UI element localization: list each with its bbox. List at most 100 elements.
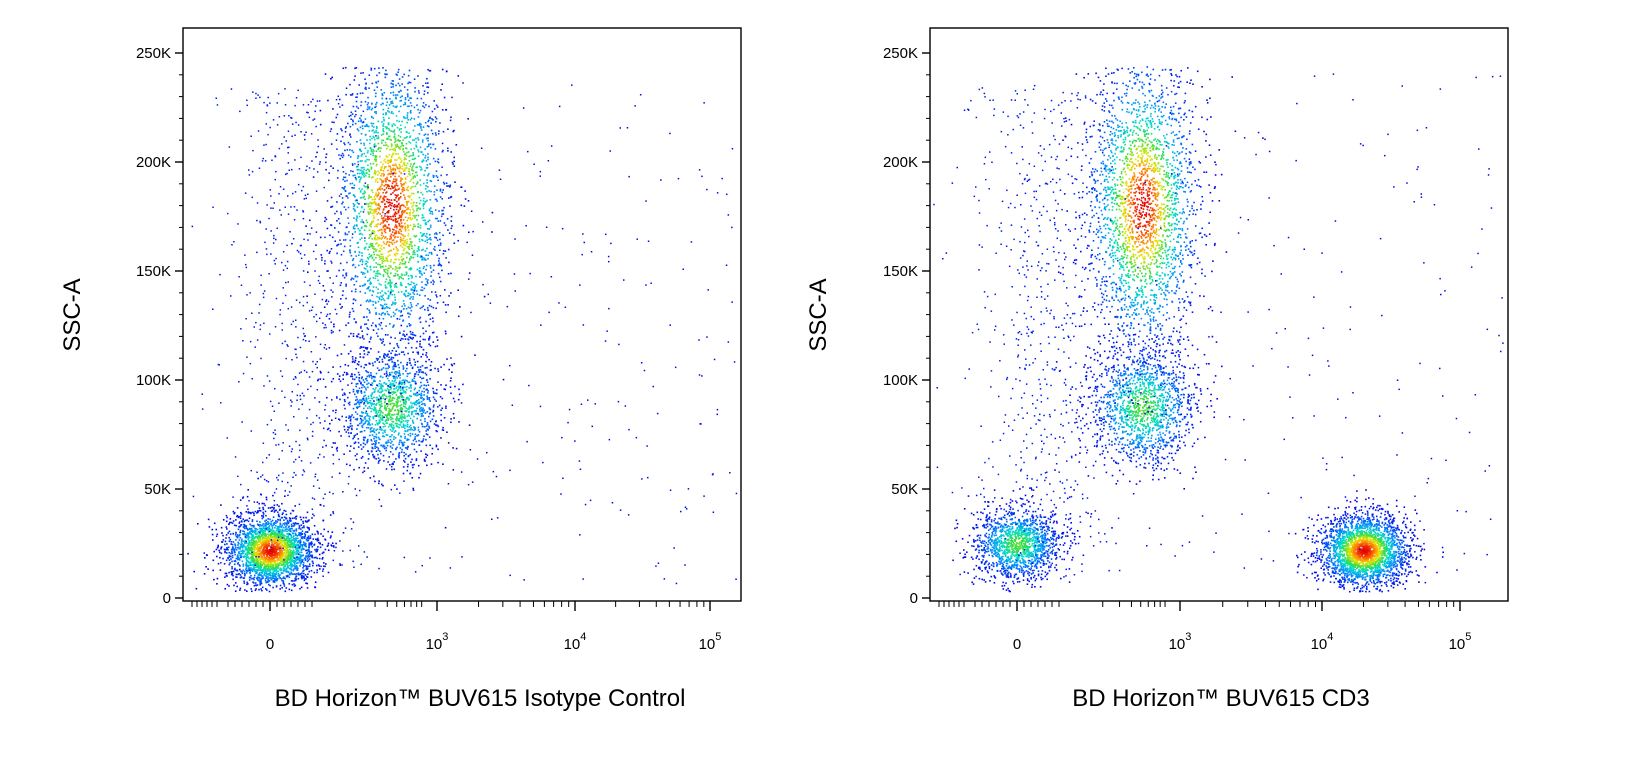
scatter-point xyxy=(340,381,342,383)
scatter-point xyxy=(368,398,370,400)
scatter-point xyxy=(310,555,312,557)
scatter-point xyxy=(356,377,358,379)
scatter-point xyxy=(372,382,374,384)
scatter-point xyxy=(381,391,383,393)
scatter-point xyxy=(387,434,389,436)
scatter-point xyxy=(372,83,374,85)
scatter-point xyxy=(392,444,394,446)
scatter-point xyxy=(272,544,274,546)
scatter-point xyxy=(390,424,392,426)
scatter-point xyxy=(357,169,359,171)
scatter-point xyxy=(351,425,353,427)
scatter-point xyxy=(374,432,376,434)
scatter-point xyxy=(263,552,265,554)
scatter-point xyxy=(371,378,373,380)
scatter-point xyxy=(383,460,385,462)
scatter-point xyxy=(413,380,415,382)
scatter-point xyxy=(229,541,231,543)
scatter-point xyxy=(435,209,437,211)
scatter-point xyxy=(391,111,393,113)
scatter-point xyxy=(387,146,389,148)
scatter-point xyxy=(393,461,395,463)
scatter-point xyxy=(369,406,371,408)
scatter-point xyxy=(364,417,366,419)
scatter-point xyxy=(397,377,399,379)
scatter-point xyxy=(342,378,344,380)
scatter-point xyxy=(387,110,389,112)
scatter-point xyxy=(254,544,256,546)
scatter-point xyxy=(289,589,291,591)
scatter-point xyxy=(397,194,399,196)
scatter-point xyxy=(225,541,227,543)
scatter-point xyxy=(365,370,367,372)
scatter-point xyxy=(389,323,391,325)
scatter-point xyxy=(416,290,418,292)
scatter-point xyxy=(316,210,318,212)
scatter-point xyxy=(285,526,287,528)
scatter-point xyxy=(372,423,374,425)
scatter-point xyxy=(391,157,393,159)
scatter-point xyxy=(364,248,366,250)
scatter-point xyxy=(430,409,432,411)
plot-panel-isotype: 050K100K150K200K250K 0 103 104 105 SSC-A BD… xyxy=(59,28,741,712)
scatter-point xyxy=(378,401,380,403)
scatter-point xyxy=(397,127,399,129)
scatter-point xyxy=(421,415,423,417)
scatter-point xyxy=(282,529,284,531)
scatter-point xyxy=(384,353,386,355)
scatter-point xyxy=(305,556,307,558)
scatter-point xyxy=(408,420,410,422)
scatter-point xyxy=(435,116,437,118)
scatter-point xyxy=(348,365,350,367)
scatter-point xyxy=(238,573,240,575)
scatter-point xyxy=(427,92,429,94)
scatter-point xyxy=(316,531,318,533)
scatter-point xyxy=(369,279,371,281)
scatter-point xyxy=(389,424,391,426)
scatter-point xyxy=(314,572,316,574)
scatter-point xyxy=(382,395,384,397)
scatter-point xyxy=(255,584,257,586)
scatter-point xyxy=(393,377,395,379)
scatter-point xyxy=(269,585,271,587)
scatter-point xyxy=(403,391,405,393)
scatter-point xyxy=(400,401,402,403)
scatter-point xyxy=(365,148,367,150)
scatter-point xyxy=(370,150,372,152)
scatter-point xyxy=(435,393,437,395)
scatter-point xyxy=(406,143,408,145)
scatter-point xyxy=(410,155,412,157)
scatter-point xyxy=(441,83,443,85)
scatter-point xyxy=(412,253,414,255)
scatter-point xyxy=(354,362,356,364)
scatter-point xyxy=(368,427,370,429)
scatter-point xyxy=(427,153,429,155)
scatter-point xyxy=(398,83,400,85)
scatter-point xyxy=(362,456,364,458)
scatter-point xyxy=(434,399,436,401)
scatter-point xyxy=(385,368,387,370)
scatter-point xyxy=(286,552,288,554)
scatter-point xyxy=(406,334,408,336)
scatter-point xyxy=(445,312,447,314)
scatter-point xyxy=(398,364,400,366)
scatter-point xyxy=(383,455,385,457)
scatter-point xyxy=(427,392,429,394)
scatter-point xyxy=(399,332,401,334)
scatter-point xyxy=(348,436,350,438)
scatter-point xyxy=(400,237,402,239)
scatter-point xyxy=(295,534,297,536)
scatter-point xyxy=(311,541,313,543)
scatter-point xyxy=(406,407,408,409)
scatter-point xyxy=(433,397,435,399)
scatter-point xyxy=(403,423,405,425)
scatter-point xyxy=(380,453,382,455)
scatter-point xyxy=(325,73,327,75)
scatter-point xyxy=(440,409,442,411)
scatter-point xyxy=(403,403,405,405)
scatter-point xyxy=(399,405,401,407)
scatter-point xyxy=(228,585,230,587)
scatter-point xyxy=(416,404,418,406)
scatter-point xyxy=(253,515,255,517)
scatter-point xyxy=(396,343,398,345)
